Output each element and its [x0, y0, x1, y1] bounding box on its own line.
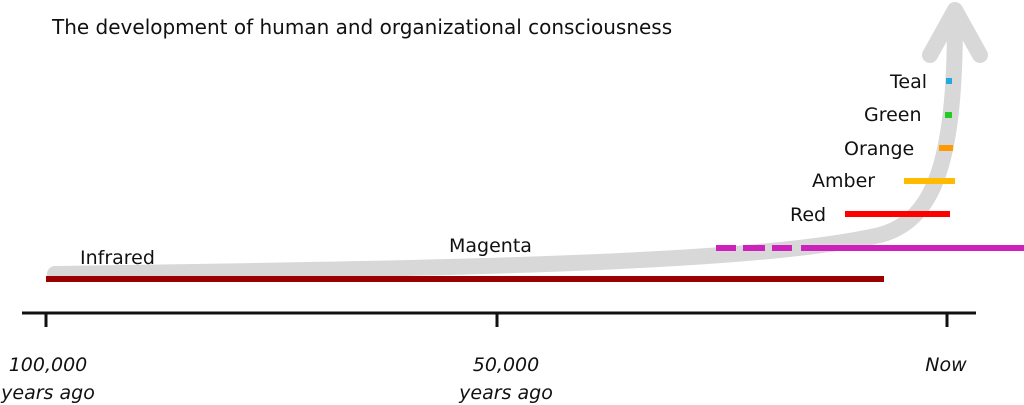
era-bar-amber	[904, 178, 955, 184]
era-bar-infrared	[46, 276, 884, 282]
diagram-title: The development of human and organizatio…	[51, 15, 672, 39]
era-bar-magenta	[716, 245, 1024, 251]
era-bar-teal	[946, 78, 952, 84]
axis-label-100000-years: years ago	[0, 382, 95, 404]
era-bar-green	[945, 112, 952, 118]
era-label-green: Green	[864, 104, 922, 126]
era-label-teal: Teal	[889, 71, 927, 93]
era-label-amber: Amber	[812, 170, 875, 192]
era-label-red: Red	[790, 204, 826, 226]
era-bars	[46, 78, 1024, 282]
era-bar-orange	[939, 145, 953, 151]
axis-label-100000: 100,000	[9, 354, 88, 376]
axis-label-now: Now	[925, 354, 967, 376]
axis-label-50000-years: years ago	[458, 382, 553, 404]
era-labels: Infrared Magenta Red Amber Orange Green …	[80, 71, 927, 269]
era-label-orange: Orange	[844, 138, 914, 160]
era-bar-red	[845, 211, 950, 217]
time-axis	[22, 311, 976, 327]
era-label-infrared: Infrared	[80, 247, 155, 269]
axis-labels: 100,000 years ago 50,000 years ago Now	[0, 354, 967, 404]
era-label-magenta: Magenta	[449, 235, 532, 257]
axis-label-50000: 50,000	[473, 354, 539, 376]
